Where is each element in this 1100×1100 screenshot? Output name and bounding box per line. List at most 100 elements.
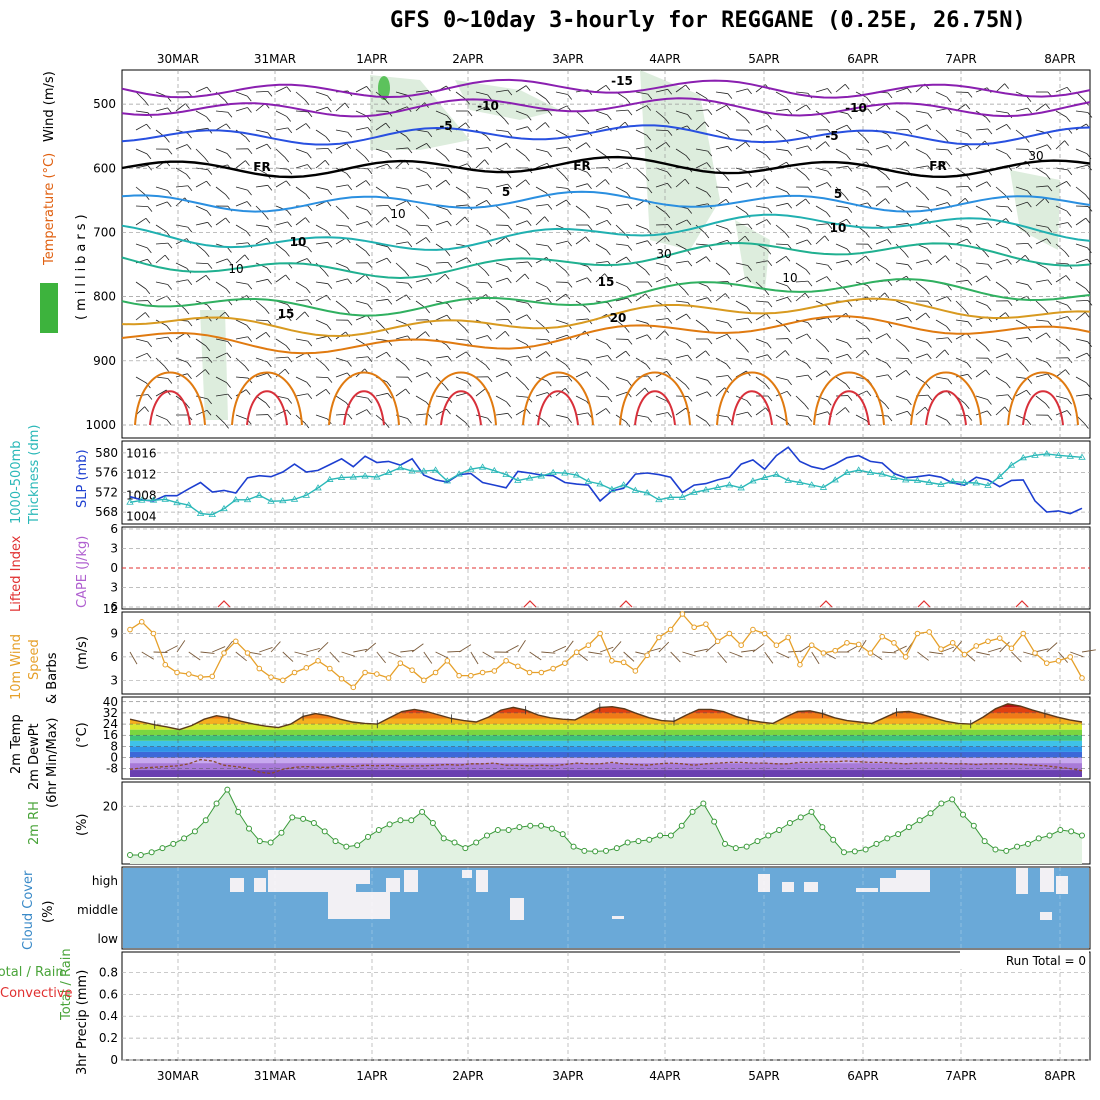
wind-barb-flag [146, 153, 152, 160]
wind-barb [835, 259, 848, 264]
surface-wind-barb [1046, 642, 1058, 653]
wind-barb [915, 312, 926, 321]
wind-barb [155, 224, 167, 232]
wind-barb-flag [1087, 112, 1093, 118]
wind-barb-flag [285, 251, 290, 257]
thickness-marker [913, 476, 922, 483]
wind-barb [395, 106, 408, 112]
wind-barb-flag [607, 208, 612, 215]
rh-marker [884, 835, 891, 842]
wind-barb [155, 357, 165, 367]
boundary-layer-loop [231, 371, 303, 426]
wind-barb-flag [287, 221, 292, 228]
wind-barb [435, 148, 446, 157]
wind-barb-flag [927, 113, 933, 119]
wind-barb [975, 205, 987, 212]
wind-barb-flag [844, 84, 850, 90]
wind-barb-flag [367, 127, 373, 133]
wind-barb [395, 91, 408, 96]
thickness-marker [866, 468, 875, 476]
wind-barb-flag [947, 149, 953, 156]
thickness-marker [173, 498, 181, 506]
wind-barb [415, 90, 428, 93]
precip-legend-total: Total / Rain [0, 965, 64, 980]
wind-barb-flag [506, 371, 512, 378]
wind-barb [595, 179, 606, 188]
wind-barb [515, 273, 526, 283]
wind-barb-flag [747, 223, 753, 230]
wind-barb [255, 372, 268, 378]
wind-barb [715, 224, 728, 230]
wind-speed-marker [644, 652, 650, 659]
wind-barb-flag [1007, 341, 1012, 348]
wind-barb-flag [167, 284, 173, 290]
wind-barb-flag [946, 96, 952, 103]
wind-barb [835, 353, 848, 359]
wind-barb [295, 164, 308, 169]
wind-barb [635, 105, 647, 112]
wind-barb-flag [1067, 222, 1073, 228]
wind-speed-marker [726, 630, 733, 637]
wind-barb [795, 374, 808, 378]
surface-wind-barb [376, 651, 386, 664]
wind-barb [1035, 319, 1048, 322]
wind-barb-flag [206, 116, 211, 123]
cloud-gap [612, 916, 624, 919]
wind-barb-flag [407, 147, 413, 154]
surface-wind-barb [987, 647, 1002, 653]
wind-barb-flag [926, 248, 932, 254]
wind-barb [575, 236, 586, 245]
wind-barb-flag [407, 376, 413, 383]
wind-barb [1075, 148, 1088, 155]
wind-barb [995, 394, 1008, 397]
wind-barb [1055, 395, 1068, 400]
wind-barb-flag [1024, 366, 1029, 372]
wind-speed-marker [1008, 645, 1015, 652]
bottom-date-label: 7APR [945, 1069, 976, 1083]
wind-barb-flag [365, 180, 371, 186]
wind-barb-flag [647, 375, 653, 382]
surface-wind-barb [1070, 651, 1084, 658]
wind-barb [775, 91, 787, 99]
wind-barb [615, 391, 628, 397]
wind-barb-flag [307, 246, 312, 253]
wind-speed-marker [362, 669, 368, 676]
wind-barb [215, 123, 227, 131]
wind-barb [395, 294, 407, 302]
wind-barb [635, 414, 648, 418]
wind-barb [295, 311, 306, 321]
wind-barb-flag [945, 325, 951, 332]
wind-barb [995, 259, 1008, 264]
slp-tick-label: 1004 [126, 510, 157, 524]
wind-barb [975, 410, 988, 416]
wind-barb [895, 316, 908, 321]
wind-barb-flag [507, 89, 513, 96]
thickness-marker [185, 501, 193, 508]
wind-barb [295, 91, 306, 101]
wind-barb-flag [847, 342, 852, 349]
wind-barb-flag [867, 285, 872, 291]
wind-barb [855, 414, 867, 421]
panel-frame-wind [121, 611, 1091, 695]
wind-barb [815, 262, 828, 266]
wind-barb [835, 243, 848, 250]
wind-barb-flag [785, 256, 791, 262]
wind-speed-marker [679, 611, 686, 617]
wind-barb-flag [805, 175, 810, 181]
wind-barb [655, 276, 668, 283]
wind-barb-flag [327, 377, 333, 383]
wind-barb [255, 278, 268, 283]
wind-barb-flag [205, 345, 211, 352]
wind-barb-flag [984, 251, 990, 258]
wind-barb-flag [407, 189, 413, 195]
wind-barb-flag [427, 360, 432, 367]
wind-barb [355, 356, 368, 359]
wind-barb [755, 178, 766, 188]
wind-barb-flag [767, 395, 773, 402]
rh-marker [949, 796, 956, 803]
surface-wind-barb [176, 640, 186, 653]
wind-barb [235, 201, 248, 207]
bottom-date-label: 8APR [1044, 1069, 1075, 1083]
wind-barb [1035, 373, 1048, 378]
wind-barb-flag [924, 194, 930, 201]
